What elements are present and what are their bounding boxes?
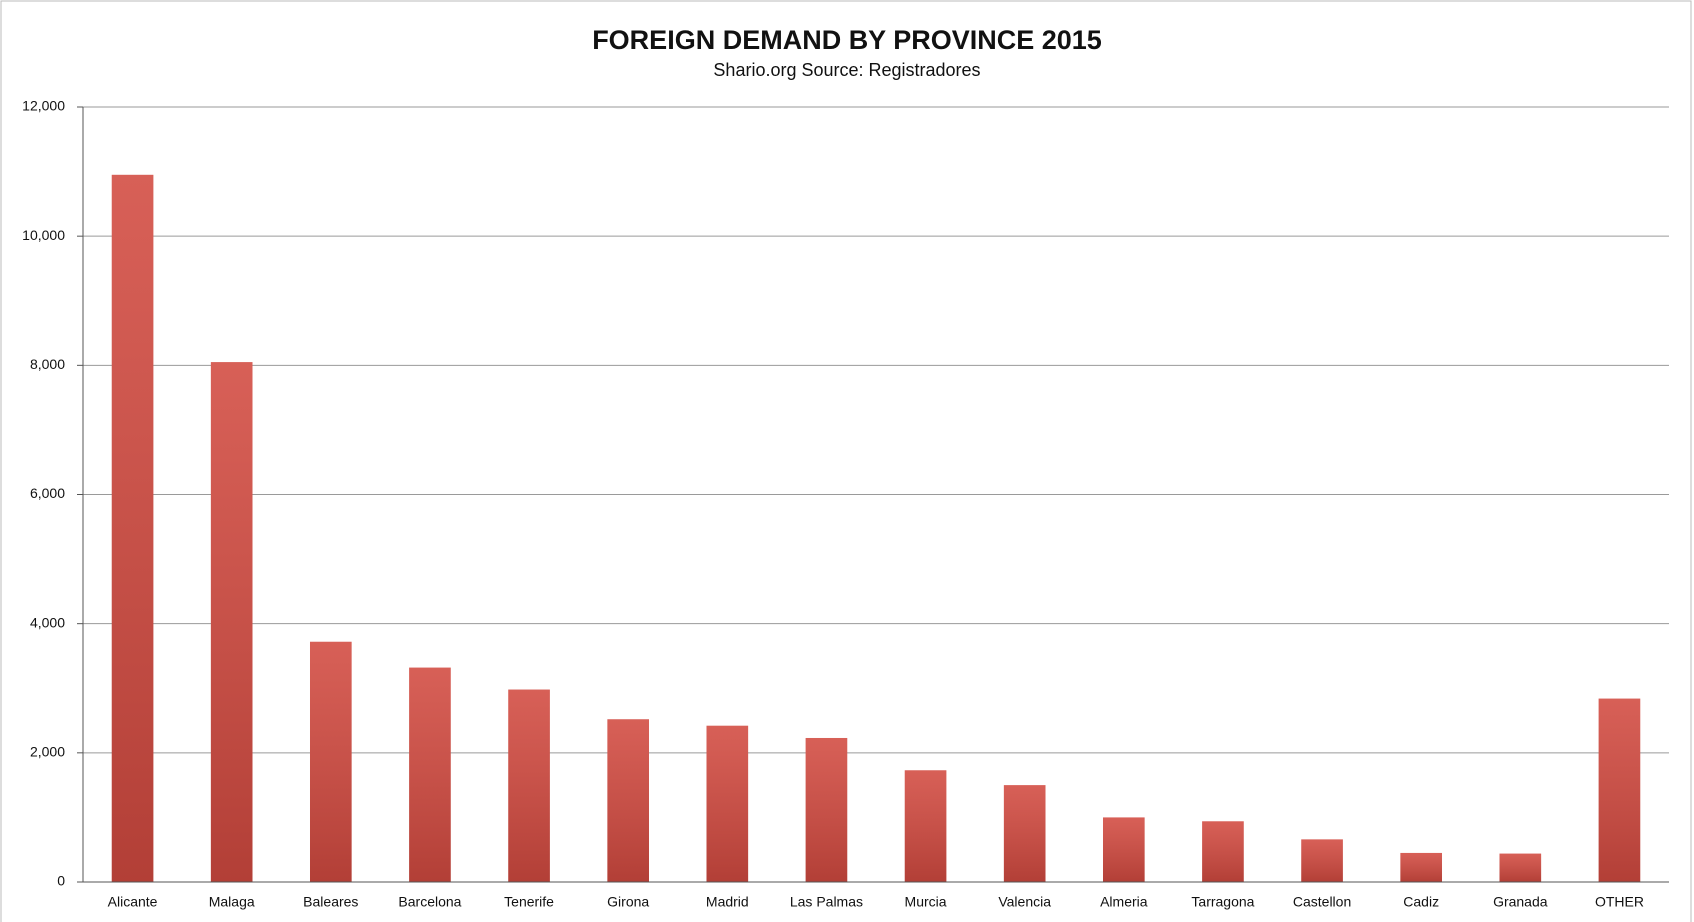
bar-shade [1499,853,1542,882]
x-tick-label: OTHER [1595,894,1644,910]
bar-shade [508,689,550,882]
x-tick-label: Las Palmas [790,894,863,910]
bar-shade [1202,821,1244,882]
x-tick-label: Granada [1493,894,1548,910]
bar-shade [409,667,451,882]
bar-shade [805,737,848,882]
x-tick-label: Alicante [108,894,158,910]
bar-shade [904,770,947,882]
y-tick-label: 8,000 [30,356,65,372]
x-tick-label: Almeria [1100,894,1148,910]
x-tick-label: Madrid [706,894,749,910]
y-tick-label: 10,000 [22,227,65,243]
bar-shade [1400,852,1443,882]
x-tick-label: Tarragona [1191,894,1254,910]
bar-shade [309,641,352,882]
y-tick-label: 12,000 [22,98,65,114]
x-tick-label: Murcia [905,894,947,910]
bar-shade [1301,839,1343,882]
bar-shade [111,174,154,882]
x-tick-label: Valencia [998,894,1051,910]
x-tick-label: Castellon [1293,894,1351,910]
x-tick-label: Malaga [209,894,255,910]
chart-title: FOREIGN DEMAND BY PROVINCE 2015 [592,25,1102,55]
x-tick-label: Baleares [303,894,358,910]
x-tick-label: Barcelona [398,894,461,910]
x-tick-label: Girona [607,894,649,910]
y-tick-label: 2,000 [30,744,65,760]
y-tick-label: 0 [57,873,65,889]
y-tick-label: 4,000 [30,614,65,630]
x-tick-label: Cadiz [1403,894,1439,910]
bar-shade [706,725,749,882]
bar-shade [1003,785,1046,882]
chart-subtitle: Shario.org Source: Registradores [713,60,980,80]
bar-shade [1102,817,1145,882]
x-tick-label: Tenerife [504,894,554,910]
bar-shade [607,719,650,882]
bar-shade [210,362,253,883]
y-tick-label: 6,000 [30,485,65,501]
bar-shade [1598,698,1641,882]
